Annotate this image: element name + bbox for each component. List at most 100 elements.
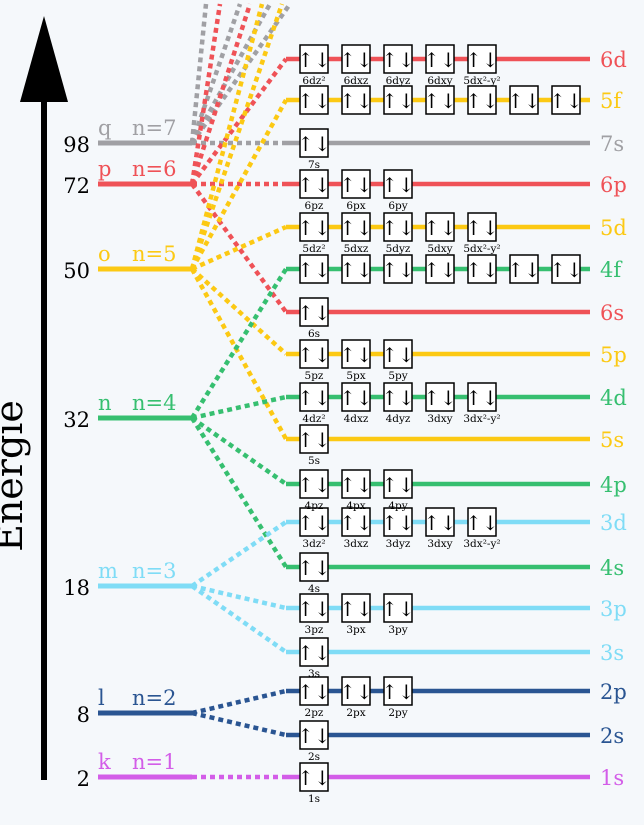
- orbital-box: [299, 85, 329, 115]
- subshell-name: 2s: [600, 724, 624, 748]
- orbital-box: [299, 424, 329, 454]
- shell-n-label: n=6: [132, 157, 176, 181]
- orbital-arrows: ↑↓: [339, 173, 373, 197]
- energy-axis: Energie: [0, 16, 68, 780]
- orbital-arrows: ↑↓: [381, 216, 415, 240]
- orbital-label: 7s: [308, 159, 320, 171]
- orbital-label: 5pz: [305, 370, 324, 382]
- shell-letter: m: [98, 559, 118, 583]
- orbital-arrows: ↑↓: [297, 724, 331, 748]
- orbital-arrows: ↑↓: [465, 386, 499, 410]
- orbital-box: [551, 254, 581, 284]
- subshell-name: 6d: [600, 48, 627, 72]
- orbital-label: 5dxy: [427, 243, 452, 255]
- orbital-label: 3dx²-y²: [463, 538, 500, 550]
- orbital-box: [299, 552, 329, 582]
- orbital-label: 4px: [346, 500, 365, 512]
- orbital-arrows: ↑↓: [381, 511, 415, 535]
- orbital-label: 4dyz: [386, 413, 411, 425]
- orbital-arrows: ↑↓: [297, 173, 331, 197]
- connector-dotted-upper: [189, 3, 253, 185]
- shell-capacity: 72: [63, 174, 90, 198]
- orbital-arrows: ↑↓: [297, 89, 331, 113]
- connector-dotted-upper: [189, 3, 285, 270]
- shell-capacity: 50: [63, 259, 90, 283]
- orbital-box: [341, 676, 371, 706]
- orbital-arrows: ↑↓: [423, 258, 457, 282]
- connector-dotted: [190, 520, 288, 588]
- shell-capacity: 18: [63, 576, 90, 600]
- connector-dotted: [191, 394, 287, 421]
- shell-letter: q: [98, 116, 111, 140]
- shell-labels: 2k n=1 8l n=2 18 m n=3 32 n n=4 50 o n=5 72 p n=6 98 q n=7: [63, 116, 192, 791]
- orbital-arrows: ↑↓: [297, 301, 331, 325]
- orbital-label: 3px: [346, 624, 365, 636]
- orbital-label: 3dz²: [302, 538, 325, 550]
- subshell-name: 6p: [600, 173, 627, 197]
- orbital-arrows: ↑↓: [465, 89, 499, 113]
- orbital-label: 6px: [346, 200, 365, 212]
- orbital-box: [341, 169, 371, 199]
- orbital-arrows: ↑↓: [339, 386, 373, 410]
- orbital-box: [383, 85, 413, 115]
- orbital-arrows: ↑↓: [423, 511, 457, 535]
- connector-layer: [189, 2, 292, 780]
- connector-dotted-upper: [190, 2, 292, 145]
- orbital-box: [299, 254, 329, 284]
- orbital-arrows: ↑↓: [297, 48, 331, 72]
- orbital-box: [551, 85, 581, 115]
- orbital-box: [341, 85, 371, 115]
- orbital-box: [383, 44, 413, 74]
- orbital-box: [299, 507, 329, 537]
- orbital-box: [341, 212, 371, 242]
- connector-dotted: [190, 584, 288, 654]
- energy-axis-arrowhead: [20, 16, 68, 102]
- orbital-arrows: ↑↓: [297, 597, 331, 621]
- shell-letter: k: [98, 750, 111, 774]
- connector-dotted: [191, 224, 287, 272]
- orbital-box: [341, 507, 371, 537]
- orbital-label: 4s: [308, 583, 320, 595]
- subshell-name: 4f: [600, 258, 623, 282]
- orbital-label: 5dx²-y²: [463, 243, 500, 255]
- shell-n-label: n=1: [132, 750, 176, 774]
- orbital-arrows: ↑↓: [297, 680, 331, 704]
- orbital-box: [299, 593, 329, 623]
- orbital-box: [425, 44, 455, 74]
- shell-n-label: n=3: [132, 559, 176, 583]
- subshell-name: 2p: [600, 680, 627, 704]
- orbital-arrows: ↑↓: [423, 386, 457, 410]
- subshell-name: 1s: [600, 766, 624, 790]
- orbital-arrows: ↑↓: [381, 89, 415, 113]
- orbital-box: [299, 44, 329, 74]
- orbital-box: [467, 507, 497, 537]
- orbital-label: 3dxy: [427, 538, 452, 550]
- connector-dotted: [191, 688, 287, 716]
- connector-dotted: [191, 583, 287, 611]
- orbital-label: 6py: [388, 200, 407, 212]
- orbital-box: [299, 128, 329, 158]
- orbital-box: [467, 254, 497, 284]
- orbital-arrows: ↑↓: [381, 173, 415, 197]
- orbital-label: 3dx²-y²: [463, 413, 500, 425]
- orbital-arrows: ↑↓: [549, 89, 583, 113]
- orbital-box: [509, 85, 539, 115]
- connector-dotted: [190, 57, 288, 186]
- orbital-box: [383, 254, 413, 284]
- connector-dotted: [191, 710, 287, 738]
- orbital-arrows: ↑↓: [297, 473, 331, 497]
- orbital-box-layer: ↑↓1s↑↓2s↑↓2pz↑↓2px↑↓2py↑↓3s↑↓3pz↑↓3px↑↓3…: [297, 44, 583, 805]
- subshell-name: 6s: [600, 301, 624, 325]
- orbital-label: 5s: [308, 455, 320, 467]
- orbital-arrows: ↑↓: [297, 428, 331, 452]
- orbital-box: [425, 85, 455, 115]
- subshell-name: 4s: [600, 556, 624, 580]
- orbital-label: 5dyz: [386, 243, 411, 255]
- orbital-label: 6s: [308, 328, 320, 340]
- orbital-label: 2px: [346, 707, 365, 719]
- orbital-box: [425, 507, 455, 537]
- orbital-box: [341, 382, 371, 412]
- shell-n-label: n=2: [132, 686, 176, 710]
- connector-dotted: [190, 267, 288, 420]
- orbital-arrows: ↑↓: [297, 386, 331, 410]
